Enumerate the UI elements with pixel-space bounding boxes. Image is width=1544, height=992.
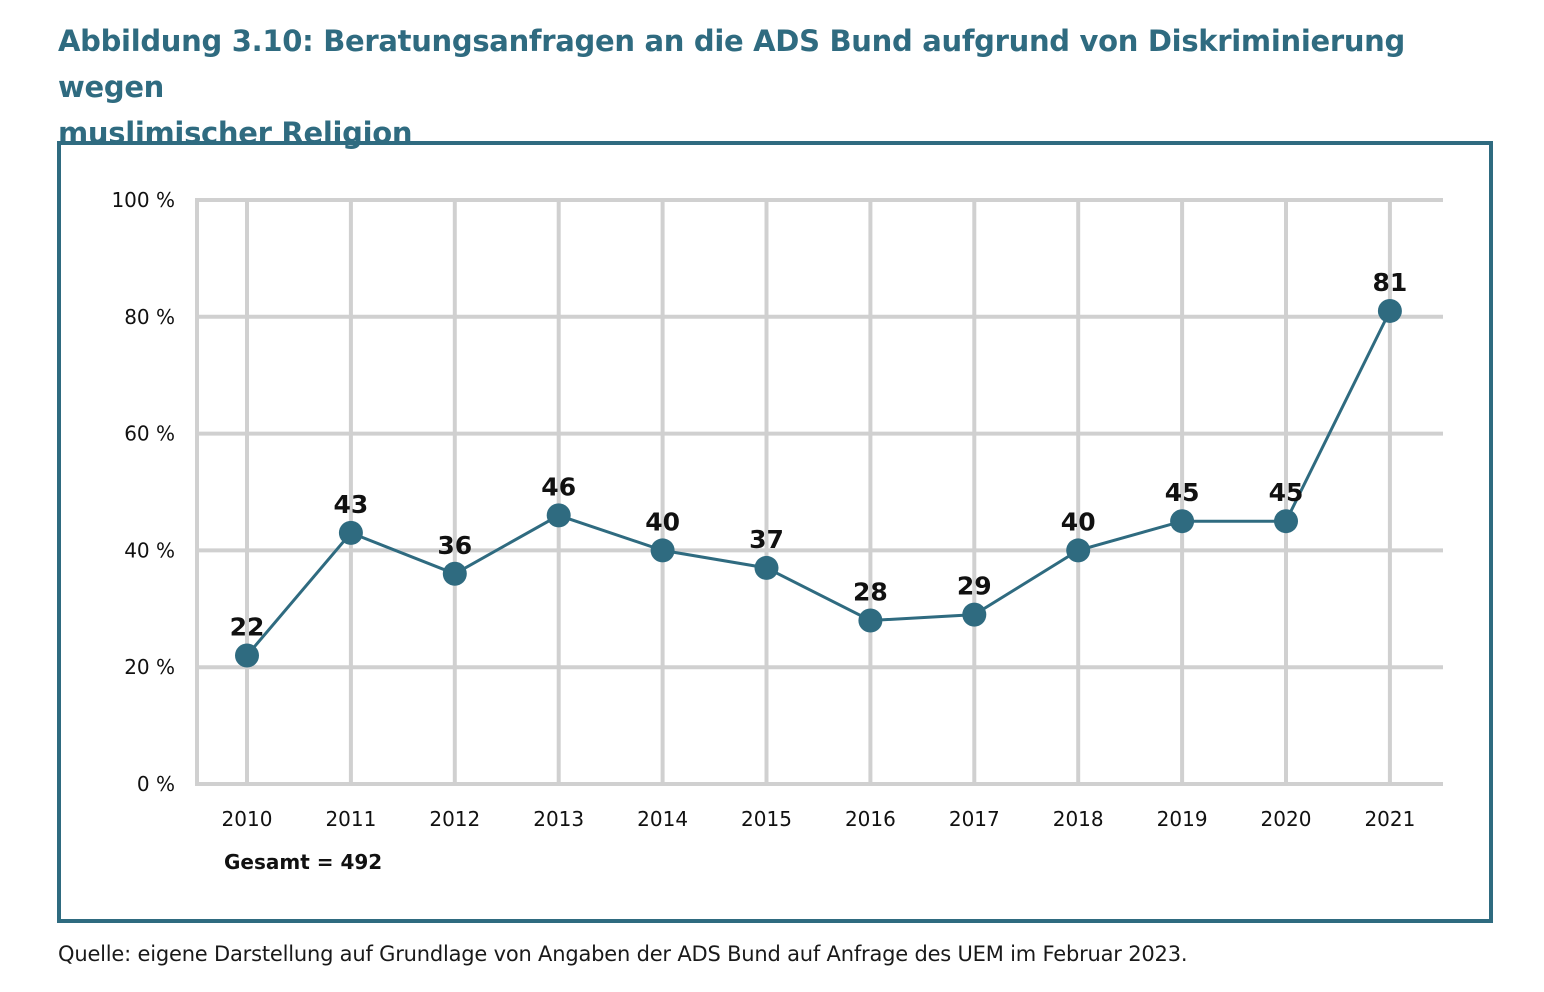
x-tick-label: 2017 xyxy=(949,807,1000,831)
total-count-label: Gesamt = 492 xyxy=(224,850,382,874)
series-line xyxy=(245,310,1392,657)
data-label: 45 xyxy=(1165,478,1200,507)
data-label: 37 xyxy=(749,525,784,554)
data-label: 45 xyxy=(1269,478,1304,507)
source-note: Quelle: eigene Darstellung auf Grundlage… xyxy=(58,942,1188,966)
x-tick-label: 2013 xyxy=(533,807,584,831)
data-label: 28 xyxy=(853,577,888,606)
y-tick-label: 0 % xyxy=(137,772,175,796)
data-series xyxy=(235,298,1402,668)
y-tick-label: 100 % xyxy=(111,188,175,212)
line-chart: 0 % 20 % 40 % 60 % 80 % 100 % 2010 2011 2012 2013… xyxy=(111,188,1443,874)
x-tick-label: 2018 xyxy=(1053,807,1104,831)
x-tick-label: 2016 xyxy=(845,807,896,831)
figure-title-line-1: Abbildung 3.10: Beratungsanfragen an die… xyxy=(58,24,1405,104)
data-point xyxy=(962,602,987,627)
y-tick-label: 20 % xyxy=(124,655,175,679)
data-label: 43 xyxy=(334,490,369,519)
data-point xyxy=(858,608,883,633)
data-point xyxy=(1066,538,1091,563)
y-tick-label: 80 % xyxy=(124,305,175,329)
data-label: 36 xyxy=(437,531,472,560)
data-labels: 22 43 36 46 40 37 28 29 40 45 45 81 xyxy=(230,268,1408,642)
data-point xyxy=(650,538,675,563)
chart-frame: 0 % 20 % 40 % 60 % 80 % 100 % 2010 2011 2012 2013… xyxy=(57,141,1493,923)
figure-title: Abbildung 3.10: Beratungsanfragen an die… xyxy=(58,18,1458,156)
data-point xyxy=(1170,509,1195,534)
data-point xyxy=(442,561,467,586)
x-tick-label: 2010 xyxy=(222,807,273,831)
x-tick-label: 2015 xyxy=(741,807,792,831)
y-tick-label: 40 % xyxy=(124,538,175,562)
x-tick-label: 2011 xyxy=(325,807,376,831)
x-tick-label: 2014 xyxy=(637,807,688,831)
axis-labels: 0 % 20 % 40 % 60 % 80 % 100 % 2010 2011 2012 2013… xyxy=(111,188,1415,831)
grid xyxy=(195,198,1443,786)
x-tick-label: 2021 xyxy=(1364,807,1415,831)
data-point xyxy=(1377,298,1402,323)
data-point xyxy=(1274,509,1298,534)
data-point xyxy=(546,503,571,528)
data-label: 81 xyxy=(1373,268,1408,297)
x-tick-label: 2019 xyxy=(1157,807,1208,831)
data-point xyxy=(338,520,363,545)
data-point xyxy=(754,555,779,580)
data-label: 40 xyxy=(645,507,680,536)
data-label: 46 xyxy=(541,472,576,501)
data-label: 22 xyxy=(230,613,265,642)
data-point xyxy=(235,643,259,668)
data-label: 40 xyxy=(1061,507,1096,536)
x-tick-label: 2012 xyxy=(429,807,480,831)
data-label: 29 xyxy=(957,572,992,601)
x-tick-label: 2020 xyxy=(1261,807,1312,831)
y-tick-label: 60 % xyxy=(124,422,175,446)
